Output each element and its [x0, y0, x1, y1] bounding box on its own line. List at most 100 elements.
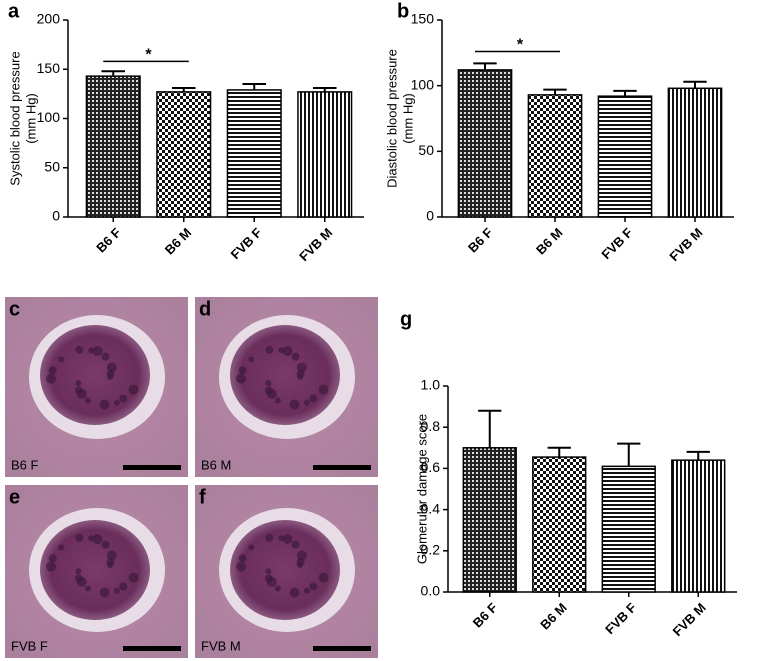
nucleus: [99, 587, 110, 598]
nucleus: [113, 587, 120, 594]
nucleus: [88, 347, 95, 354]
micrograph: [195, 297, 378, 477]
nucleus: [106, 362, 117, 373]
panel-label: B6 F: [11, 457, 39, 472]
nucleus: [274, 397, 281, 404]
nucleus: [309, 582, 318, 591]
nucleus: [296, 550, 307, 561]
nucleus: [84, 585, 91, 592]
nucleus: [106, 369, 115, 378]
nucleus: [238, 554, 247, 563]
nucleus: [84, 397, 91, 404]
nucleus: [265, 345, 274, 354]
y-tick-label: 150: [411, 11, 435, 27]
panel-letter: e: [9, 486, 20, 508]
x-tick-label: B6 M: [537, 600, 570, 633]
nucleus: [282, 346, 293, 357]
x-tick-label: B6 F: [465, 225, 496, 256]
nucleus: [296, 362, 307, 373]
nucleus: [119, 394, 128, 403]
bar: [597, 95, 653, 218]
nucleus: [274, 585, 281, 592]
y-axis-label: (mm Hg): [400, 93, 415, 144]
y-tick-label: 100: [37, 109, 61, 125]
panel-label: B6 M: [201, 457, 231, 472]
significance-label: *: [145, 47, 152, 64]
nucleus: [75, 568, 82, 575]
nucleus: [92, 346, 103, 357]
y-tick-label: 150: [37, 60, 61, 76]
nucleus: [75, 345, 84, 354]
micrograph: [5, 485, 188, 658]
glomerulus: [230, 520, 340, 620]
nucleus: [265, 533, 274, 542]
nucleus: [128, 572, 139, 583]
bar: [457, 69, 513, 218]
nucleus: [318, 384, 329, 395]
panel-letter: g: [400, 308, 412, 330]
nucleus: [75, 533, 84, 542]
nucleus: [113, 399, 120, 406]
scale-bar: [123, 465, 181, 470]
nucleus: [48, 554, 57, 563]
y-tick-label: 0.0: [421, 583, 441, 599]
bar: [527, 94, 583, 218]
nucleus: [236, 373, 247, 384]
x-tick-label: B6 F: [93, 225, 124, 256]
nucleus: [101, 540, 110, 549]
micrograph: [5, 297, 188, 477]
scale-bar: [313, 646, 371, 651]
y-tick-label: 1.0: [421, 377, 441, 393]
scale-bar: [123, 646, 181, 651]
y-axis-label: (mm Hg): [23, 93, 38, 144]
x-tick-label: B6 M: [533, 225, 566, 258]
y-tick-label: 50: [418, 142, 434, 158]
bar: [462, 447, 517, 593]
bar: [297, 91, 353, 218]
y-tick-label: 0: [52, 208, 60, 224]
nucleus: [76, 388, 87, 399]
nucleus: [99, 399, 110, 410]
nucleus: [236, 561, 247, 572]
bar: [532, 456, 587, 593]
nucleus: [46, 373, 57, 384]
x-tick-label: FVB F: [598, 225, 635, 262]
x-tick-label: FVB M: [670, 600, 709, 639]
y-tick-label: 100: [411, 76, 435, 92]
panel-letter: f: [199, 486, 206, 508]
nucleus: [238, 366, 247, 375]
nucleus: [303, 587, 310, 594]
glomerulus: [40, 520, 150, 620]
nucleus: [106, 550, 117, 561]
y-axis-label: Systolic blood pressure: [7, 51, 22, 185]
nucleus: [291, 352, 300, 361]
panel-letter: b: [397, 0, 409, 22]
panel-label: FVB F: [11, 638, 48, 653]
nucleus: [106, 557, 115, 566]
significance-label: *: [517, 37, 524, 54]
panel-letter: c: [9, 298, 20, 320]
glomerulus: [40, 325, 150, 425]
nucleus: [88, 535, 95, 542]
y-tick-label: 200: [37, 11, 61, 27]
scale-bar: [313, 465, 371, 470]
nucleus: [266, 388, 277, 399]
nucleus: [265, 568, 272, 575]
bar: [156, 91, 212, 218]
x-tick-label: FVB F: [602, 600, 639, 637]
nucleus: [58, 544, 65, 551]
nucleus: [296, 369, 305, 378]
y-axis-label: Diastolic blood pressure: [384, 49, 399, 188]
nucleus: [128, 384, 139, 395]
nucleus: [278, 535, 285, 542]
y-tick-label: 0.4: [421, 500, 441, 516]
bar: [601, 465, 656, 593]
x-tick-label: FVB M: [666, 225, 705, 264]
nucleus: [75, 380, 82, 387]
bar: [226, 89, 282, 218]
nucleus: [119, 582, 128, 591]
nucleus: [289, 587, 300, 598]
y-tick-label: 0.2: [421, 542, 441, 558]
nucleus: [282, 534, 293, 545]
